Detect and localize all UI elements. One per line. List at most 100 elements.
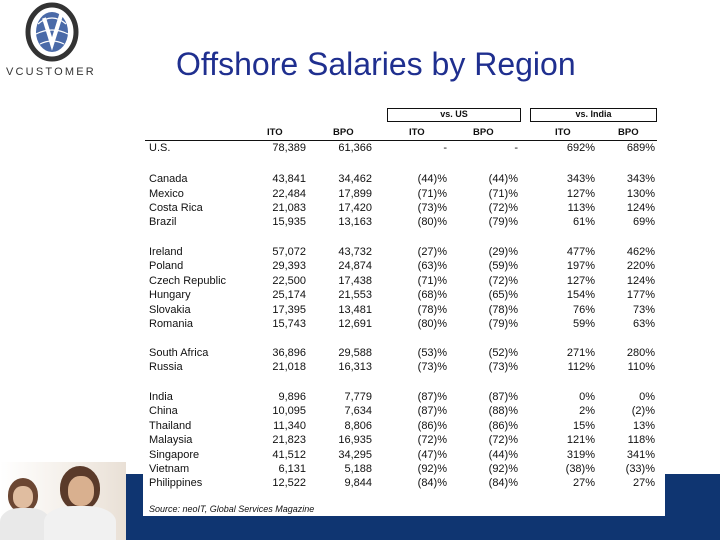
table-cell: 462% <box>626 246 655 258</box>
table-cell: (44)% <box>417 173 447 185</box>
table-cell: (2)% <box>631 405 655 417</box>
table-cell: (80)% <box>417 216 447 228</box>
table-cell: 692% <box>566 142 595 154</box>
table-cell: - <box>443 142 447 154</box>
table-cell: (27)% <box>417 246 447 258</box>
table-cell: 21,018 <box>272 361 306 373</box>
table-cell: (87)% <box>417 391 447 403</box>
table-cell: 73% <box>632 304 655 316</box>
table-cell: 112% <box>567 361 595 373</box>
table-cell: (80)% <box>417 318 447 330</box>
table-cell: (72)% <box>417 434 447 446</box>
agent-face <box>68 476 94 506</box>
region-name: Mexico <box>149 188 184 200</box>
table-row: India 9,896 7,779 (87)% (87)% 0% 0% <box>143 390 665 404</box>
table-cell: 22,484 <box>272 188 306 200</box>
table-cell: (52)% <box>488 347 518 359</box>
table-cell: 78,389 <box>272 142 306 154</box>
table-cell: 2% <box>579 405 595 417</box>
region-name: Slovakia <box>149 304 191 316</box>
table-cell: 124% <box>626 275 655 287</box>
table-cell: (38)% <box>565 463 595 475</box>
table-cell: 16,313 <box>338 361 372 373</box>
table-cell: (71)% <box>417 188 447 200</box>
table-cell: 43,841 <box>272 173 306 185</box>
table-cell: 12,522 <box>272 477 306 489</box>
table-cell: 15% <box>572 420 595 432</box>
table-cell: 16,935 <box>338 434 372 446</box>
region-name: Vietnam <box>149 463 190 475</box>
region-name: Poland <box>149 260 184 272</box>
column-header: ITO <box>267 127 283 138</box>
agent-face <box>13 486 33 508</box>
table-cell: 121% <box>566 434 595 446</box>
table-row: Vietnam 6,131 5,188 (92)% (92)% (38)% (33)% <box>143 462 665 476</box>
table-cell: 12,691 <box>338 318 372 330</box>
table-cell: 22,500 <box>272 275 306 287</box>
vcustomer-logo: VCUSTOMER <box>2 2 102 78</box>
table-cell: (71)% <box>488 188 518 200</box>
table-cell: (33)% <box>625 463 655 475</box>
region-name: Brazil <box>149 216 177 228</box>
table-row: Ireland 57,072 43,732 (27)% (29)% 477% 462% <box>143 245 665 259</box>
table-cell: 15,935 <box>272 216 306 228</box>
region-name: Canada <box>149 173 188 185</box>
region-name: Russia <box>149 361 183 373</box>
region-name: Romania <box>149 318 194 330</box>
table-cell: 689% <box>626 142 655 154</box>
table-cell: 127% <box>566 188 595 200</box>
table-cell: 61,366 <box>338 142 372 154</box>
table-row: Hungary 25,174 21,553 (68)% (65)% 154% 177% <box>143 288 665 302</box>
table-cell: 57,072 <box>272 246 306 258</box>
agent-shirt <box>44 506 116 540</box>
table-cell: 113% <box>567 202 595 214</box>
table-cell: 29,393 <box>272 260 306 272</box>
table-cell: 8,806 <box>344 420 372 432</box>
table-cell: (71)% <box>417 275 447 287</box>
table-row: Mexico 22,484 17,899 (71)% (71)% 127% 130% <box>143 187 665 201</box>
table-row: Philippines 12,522 9,844 (84)% (84)% 27% 27% <box>143 476 665 490</box>
table-cell: 130% <box>626 188 655 200</box>
region-name: Costa Rica <box>149 202 203 214</box>
table-cell: (86)% <box>417 420 447 432</box>
table-cell: (68)% <box>417 289 447 301</box>
table-row: Canada 43,841 34,462 (44)% (44)% 343% 343% <box>143 172 665 186</box>
region-name: India <box>149 391 173 403</box>
table-cell: 124% <box>626 202 655 214</box>
table-cell: 41,512 <box>272 449 306 461</box>
table-cell: (84)% <box>417 477 447 489</box>
table-cell: (53)% <box>417 347 447 359</box>
region-name: Singapore <box>149 449 200 461</box>
table-cell: (88)% <box>488 405 518 417</box>
header-divider <box>145 140 657 141</box>
table-cell: (87)% <box>417 405 447 417</box>
table-cell: 36,896 <box>272 347 306 359</box>
region-name: Thailand <box>149 420 192 432</box>
region-name: U.S. <box>149 142 171 154</box>
table-cell: 7,779 <box>344 391 372 403</box>
table-cell: 21,823 <box>272 434 306 446</box>
table-cell: 10,095 <box>272 405 306 417</box>
table-cell: 0% <box>639 391 655 403</box>
group-header-vs-us: vs. US <box>387 108 521 122</box>
table-cell: 76% <box>572 304 595 316</box>
region-name: Ireland <box>149 246 183 258</box>
table-row: Brazil 15,935 13,163 (80)% (79)% 61% 69% <box>143 215 665 229</box>
call-center-photo <box>0 462 126 540</box>
table-row: China 10,095 7,634 (87)% (88)% 2% (2)% <box>143 404 665 418</box>
table-cell: 13% <box>632 420 655 432</box>
table-cell: 197% <box>566 260 595 272</box>
table-cell: 0% <box>579 391 595 403</box>
table-cell: 27% <box>572 477 595 489</box>
table-cell: 127% <box>566 275 595 287</box>
region-name: Philippines <box>149 477 203 489</box>
slide-title: Offshore Salaries by Region <box>176 46 576 82</box>
column-header: BPO <box>333 127 354 138</box>
agent-shirt <box>0 508 50 540</box>
table-cell: 11,340 <box>273 420 306 432</box>
table-cell: (65)% <box>488 289 518 301</box>
table-cell: 27% <box>632 477 655 489</box>
table-cell: (72)% <box>488 275 518 287</box>
source-note: Source: neoIT, Global Services Magazine <box>149 504 315 514</box>
salary-table: vs. US vs. India ITO BPO ITO BPO ITO BPO… <box>143 104 665 516</box>
